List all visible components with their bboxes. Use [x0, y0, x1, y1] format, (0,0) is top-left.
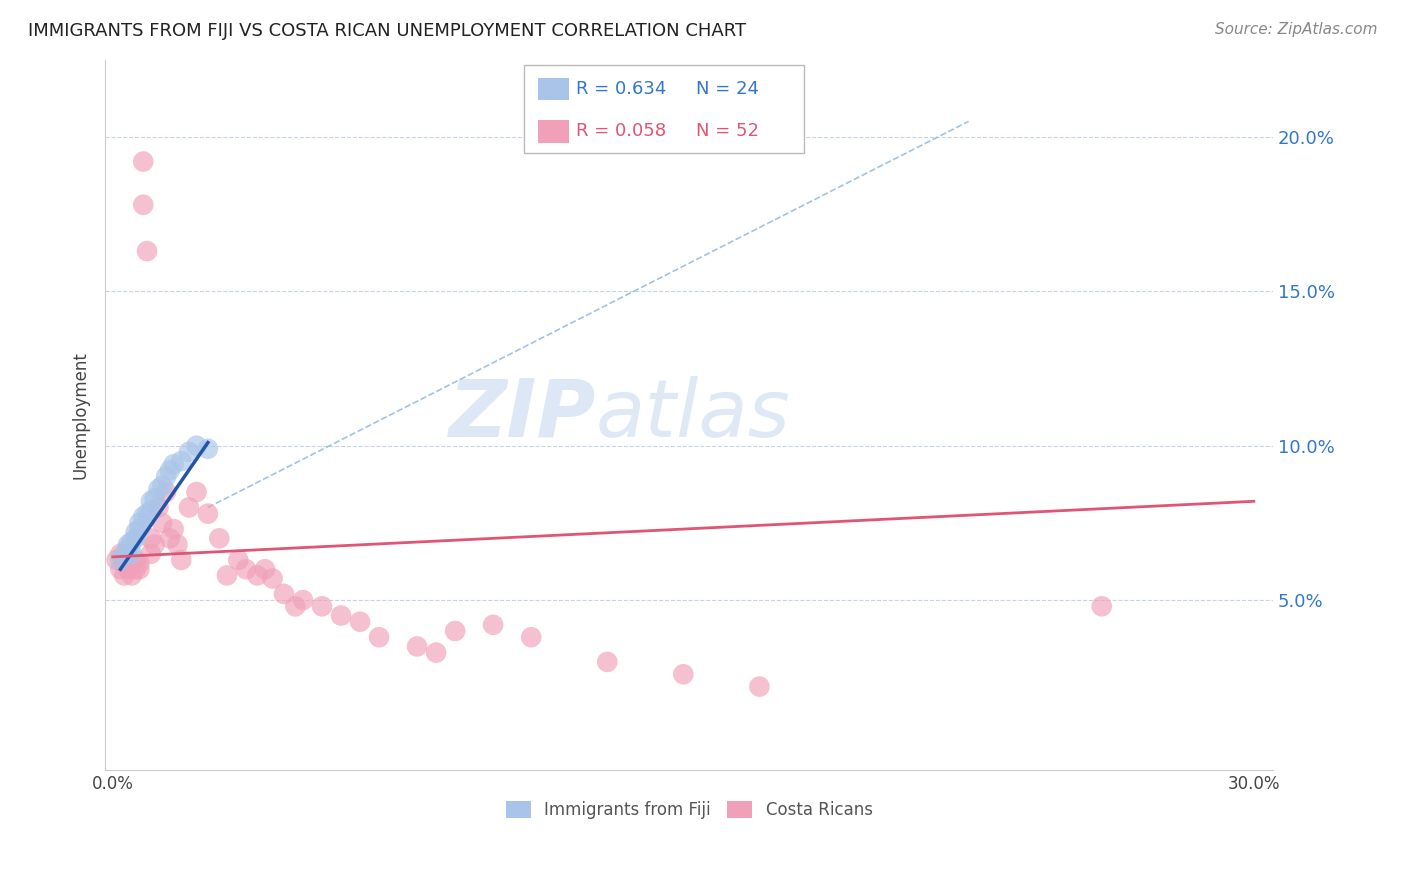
Point: [170, 553, 193, 567]
Point: [121, 568, 143, 582]
Point: [186, 439, 208, 453]
Point: [246, 568, 269, 582]
Point: [105, 553, 128, 567]
Point: [159, 532, 181, 546]
Point: [284, 599, 307, 614]
Point: [596, 655, 619, 669]
Point: [117, 541, 139, 555]
Point: [128, 556, 150, 570]
Point: [112, 547, 135, 561]
Text: N = 52: N = 52: [696, 122, 759, 140]
Point: [748, 680, 770, 694]
Point: [186, 485, 208, 500]
Point: [235, 562, 257, 576]
Point: [148, 482, 170, 496]
Point: [132, 509, 155, 524]
Point: [124, 562, 146, 576]
Point: [672, 667, 695, 681]
Point: [166, 537, 188, 551]
Point: [368, 630, 391, 644]
Point: [117, 553, 139, 567]
Point: [159, 463, 181, 477]
Point: [132, 154, 155, 169]
Point: [139, 547, 162, 561]
Point: [150, 516, 173, 530]
Point: [349, 615, 371, 629]
Point: [139, 503, 162, 517]
Point: [124, 553, 146, 567]
Point: [482, 617, 505, 632]
Point: [520, 630, 543, 644]
Point: [444, 624, 467, 638]
Point: [112, 568, 135, 582]
Point: [311, 599, 333, 614]
Point: [148, 500, 170, 515]
Text: R = 0.058: R = 0.058: [576, 122, 666, 140]
Point: [110, 547, 132, 561]
Point: [253, 562, 276, 576]
Point: [117, 562, 139, 576]
Point: [425, 646, 447, 660]
Point: [208, 532, 231, 546]
Point: [121, 547, 143, 561]
Point: [177, 500, 200, 515]
Point: [124, 532, 146, 546]
Point: [124, 525, 146, 540]
Point: [132, 198, 155, 212]
Point: [177, 445, 200, 459]
Point: [117, 537, 139, 551]
Point: [155, 469, 177, 483]
Point: [128, 522, 150, 536]
Point: [163, 522, 186, 536]
Point: [197, 442, 219, 456]
Text: Source: ZipAtlas.com: Source: ZipAtlas.com: [1215, 22, 1378, 37]
Point: [197, 507, 219, 521]
Point: [112, 556, 135, 570]
Point: [143, 537, 166, 551]
Text: R = 0.634: R = 0.634: [576, 79, 666, 98]
Text: atlas: atlas: [596, 376, 790, 454]
Legend: Immigrants from Fiji, Costa Ricans: Immigrants from Fiji, Costa Ricans: [499, 794, 879, 826]
Y-axis label: Unemployment: Unemployment: [72, 351, 89, 479]
Point: [110, 562, 132, 576]
Text: N = 24: N = 24: [696, 79, 759, 98]
Point: [110, 553, 132, 567]
Text: ZIP: ZIP: [449, 376, 596, 454]
Point: [155, 485, 177, 500]
Point: [170, 454, 193, 468]
Point: [273, 587, 295, 601]
Point: [406, 640, 429, 654]
Point: [139, 494, 162, 508]
Point: [136, 507, 159, 521]
Point: [228, 553, 250, 567]
Point: [262, 572, 284, 586]
Point: [163, 457, 186, 471]
Point: [1091, 599, 1114, 614]
Point: [128, 562, 150, 576]
Point: [139, 532, 162, 546]
Point: [136, 244, 159, 259]
Point: [121, 534, 143, 549]
Point: [128, 516, 150, 530]
Point: [143, 491, 166, 506]
Point: [292, 593, 315, 607]
Point: [215, 568, 238, 582]
Point: [330, 608, 353, 623]
Point: [150, 479, 173, 493]
Text: IMMIGRANTS FROM FIJI VS COSTA RICAN UNEMPLOYMENT CORRELATION CHART: IMMIGRANTS FROM FIJI VS COSTA RICAN UNEM…: [28, 22, 747, 40]
Point: [121, 556, 143, 570]
